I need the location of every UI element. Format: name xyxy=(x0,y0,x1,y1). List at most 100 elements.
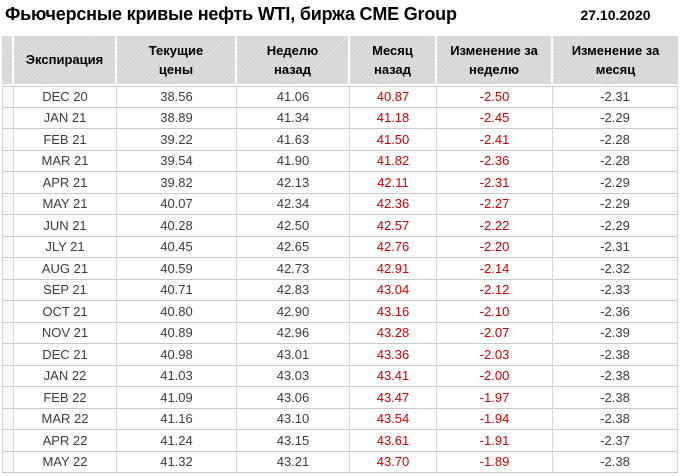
current-price-cell: 40.98 xyxy=(117,344,237,366)
month-change-cell: -2.37 xyxy=(553,430,678,452)
month-change-cell: -2.29 xyxy=(553,172,678,194)
table-row: FEB 22 41.09 43.06 43.47 -1.97 -2.38 xyxy=(2,387,678,409)
current-price-cell: 40.80 xyxy=(117,301,237,323)
expiration-cell: JAN 21 xyxy=(14,107,117,129)
gutter-cell xyxy=(2,215,14,237)
week-ago-cell: 42.73 xyxy=(237,258,350,280)
header-row: Экспирация Текущие цены Неделю назад Месяц … xyxy=(2,36,678,86)
week-ago-cell: 43.06 xyxy=(237,387,350,409)
gutter-cell xyxy=(2,193,14,215)
month-change-cell: -2.29 xyxy=(553,107,678,129)
week-ago-cell: 42.96 xyxy=(237,322,350,344)
week-change-cell: -2.10 xyxy=(437,301,553,323)
month-change-cell: -2.31 xyxy=(553,86,678,108)
expiration-cell: FEB 21 xyxy=(14,129,117,151)
current-price-cell: 41.09 xyxy=(117,387,237,409)
expiration-cell: JLY 21 xyxy=(14,236,117,258)
month-ago-cell: 42.76 xyxy=(350,236,437,258)
week-change-cell: -2.22 xyxy=(437,215,553,237)
current-price-cell: 39.54 xyxy=(117,150,237,172)
week-ago-cell: 43.21 xyxy=(237,451,350,473)
week-ago-cell: 41.06 xyxy=(237,86,350,108)
current-price-cell: 38.56 xyxy=(117,86,237,108)
current-price-cell: 40.71 xyxy=(117,279,237,301)
table-row: MAR 22 41.16 43.10 43.54 -1.94 -2.38 xyxy=(2,408,678,430)
current-price-cell: 40.45 xyxy=(117,236,237,258)
table-row: MAY 22 41.32 43.21 43.70 -1.89 -2.38 xyxy=(2,451,678,473)
month-change-cell: -2.32 xyxy=(553,258,678,280)
week-ago-cell: 43.01 xyxy=(237,344,350,366)
current-price-cell: 38.89 xyxy=(117,107,237,129)
week-change-cell: -2.41 xyxy=(437,129,553,151)
table-row: DEC 20 38.56 41.06 40.87 -2.50 -2.31 xyxy=(2,86,678,108)
expiration-cell: AUG 21 xyxy=(14,258,117,280)
expiration-cell: MAR 22 xyxy=(14,408,117,430)
col-header-month-ago: Месяц назад xyxy=(350,36,437,86)
week-ago-cell: 42.90 xyxy=(237,301,350,323)
current-price-cell: 40.89 xyxy=(117,322,237,344)
week-change-cell: -1.97 xyxy=(437,387,553,409)
table-row: OCT 21 40.80 42.90 43.16 -2.10 -2.36 xyxy=(2,301,678,323)
current-price-cell: 39.82 xyxy=(117,172,237,194)
month-change-cell: -2.28 xyxy=(553,150,678,172)
expiration-cell: SEP 21 xyxy=(14,279,117,301)
month-ago-cell: 41.18 xyxy=(350,107,437,129)
current-price-cell: 40.59 xyxy=(117,258,237,280)
week-ago-cell: 41.34 xyxy=(237,107,350,129)
month-change-cell: -2.28 xyxy=(553,129,678,151)
month-ago-cell: 40.87 xyxy=(350,86,437,108)
month-ago-cell: 42.91 xyxy=(350,258,437,280)
expiration-cell: APR 21 xyxy=(14,172,117,194)
month-change-cell: -2.38 xyxy=(553,451,678,473)
week-change-cell: -1.89 xyxy=(437,451,553,473)
gutter-cell xyxy=(2,236,14,258)
table-row: DEC 21 40.98 43.01 43.36 -2.03 -2.38 xyxy=(2,344,678,366)
current-price-cell: 40.28 xyxy=(117,215,237,237)
expiration-cell: MAR 21 xyxy=(14,150,117,172)
col-header-week-ago: Неделю назад xyxy=(237,36,350,86)
expiration-cell: JUN 21 xyxy=(14,215,117,237)
report-date: 27.10.2020 xyxy=(580,7,651,23)
month-ago-cell: 43.36 xyxy=(350,344,437,366)
gutter-cell xyxy=(2,344,14,366)
expiration-cell: NOV 21 xyxy=(14,322,117,344)
week-change-cell: -2.45 xyxy=(437,107,553,129)
title-bar: Фьючерсные кривые нефть WTI, биржа CME G… xyxy=(0,0,680,36)
month-change-cell: -2.29 xyxy=(553,193,678,215)
gutter-cell xyxy=(2,129,14,151)
month-change-cell: -2.36 xyxy=(553,301,678,323)
week-change-cell: -2.36 xyxy=(437,150,553,172)
current-price-cell: 41.16 xyxy=(117,408,237,430)
month-ago-cell: 43.04 xyxy=(350,279,437,301)
week-ago-cell: 41.63 xyxy=(237,129,350,151)
gutter-cell xyxy=(2,322,14,344)
month-change-cell: -2.38 xyxy=(553,387,678,409)
expiration-cell: APR 22 xyxy=(14,430,117,452)
futures-table: Экспирация Текущие цены Неделю назад Месяц … xyxy=(2,36,678,473)
week-ago-cell: 43.03 xyxy=(237,365,350,387)
col-header-week-change: Изменение за неделю xyxy=(437,36,553,86)
gutter-cell xyxy=(2,408,14,430)
week-ago-cell: 42.34 xyxy=(237,193,350,215)
col-header-expiration: Экспирация xyxy=(14,36,117,86)
week-change-cell: -2.27 xyxy=(437,193,553,215)
week-change-cell: -2.20 xyxy=(437,236,553,258)
table-row: SEP 21 40.71 42.83 43.04 -2.12 -2.33 xyxy=(2,279,678,301)
page-title: Фьючерсные кривые нефть WTI, биржа CME G… xyxy=(5,4,457,24)
month-change-cell: -2.33 xyxy=(553,279,678,301)
week-ago-cell: 42.83 xyxy=(237,279,350,301)
week-change-cell: -2.50 xyxy=(437,86,553,108)
week-change-cell: -2.03 xyxy=(437,344,553,366)
table-row: MAR 21 39.54 41.90 41.82 -2.36 -2.28 xyxy=(2,150,678,172)
gutter-cell xyxy=(2,387,14,409)
week-ago-cell: 42.50 xyxy=(237,215,350,237)
expiration-cell: FEB 22 xyxy=(14,387,117,409)
table-row: NOV 21 40.89 42.96 43.28 -2.07 -2.39 xyxy=(2,322,678,344)
week-change-cell: -2.12 xyxy=(437,279,553,301)
gutter-cell xyxy=(2,107,14,129)
table-row: APR 22 41.24 43.15 43.61 -1.91 -2.37 xyxy=(2,430,678,452)
week-ago-cell: 42.13 xyxy=(237,172,350,194)
month-change-cell: -2.38 xyxy=(553,408,678,430)
week-change-cell: -2.31 xyxy=(437,172,553,194)
gutter-cell xyxy=(2,258,14,280)
